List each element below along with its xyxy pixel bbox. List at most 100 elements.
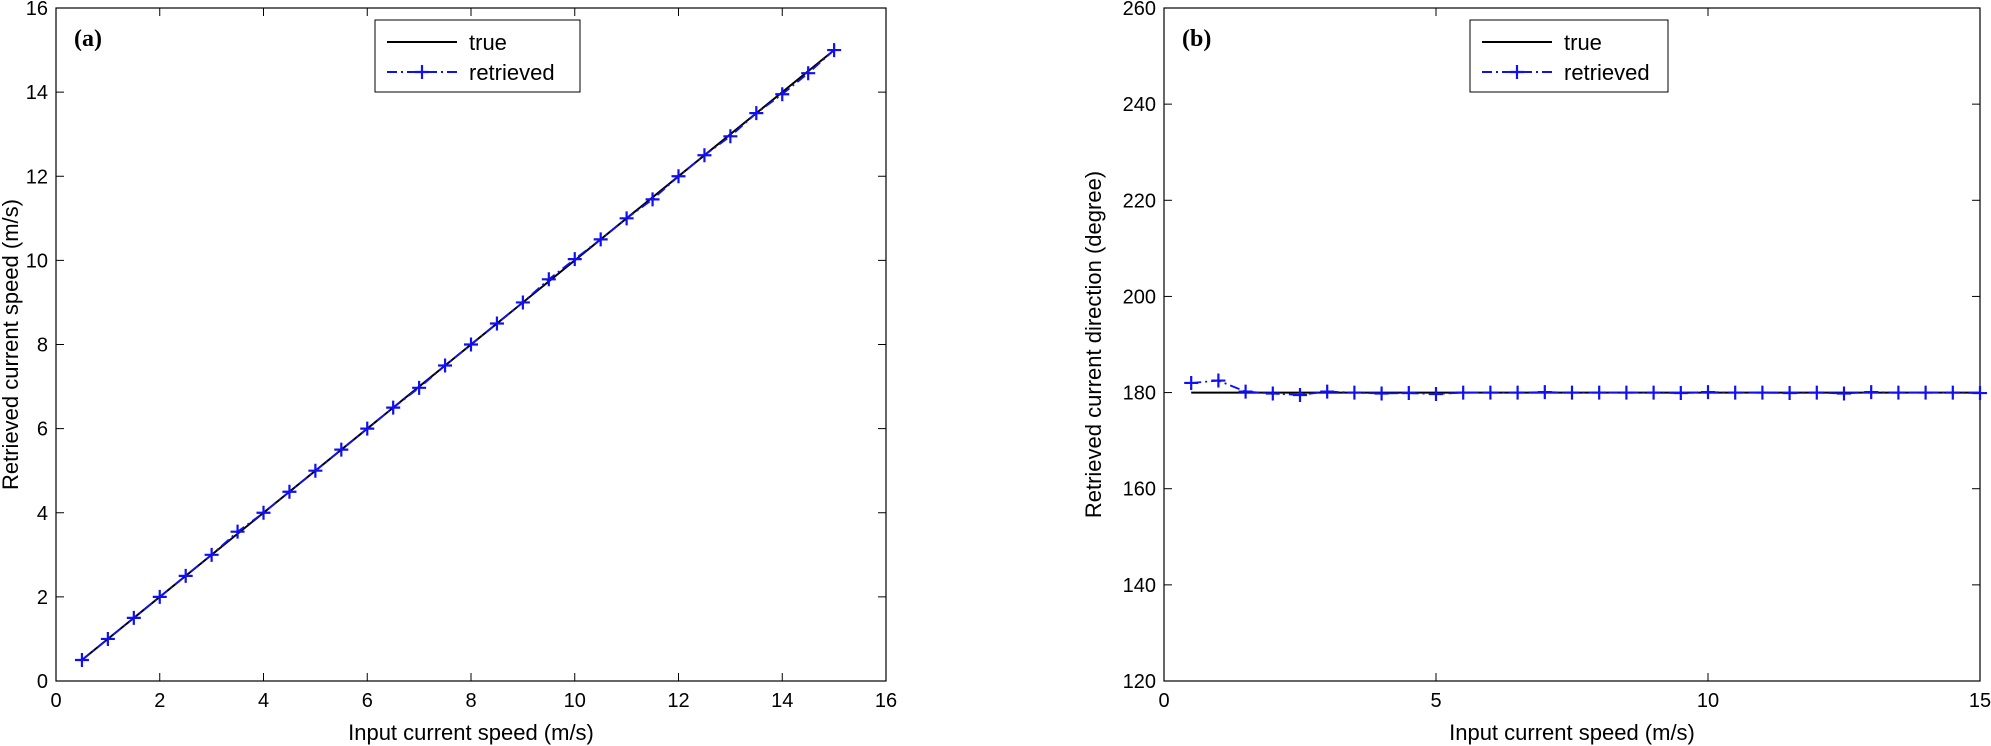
y-axis-label: Retrieved current speed (m/s) <box>0 199 23 490</box>
legend-label-true: true <box>1564 30 1602 55</box>
x-tick-label: 2 <box>154 690 165 712</box>
legend-label-true: true <box>469 30 507 55</box>
data-point-retrieved <box>230 524 245 539</box>
x-tick-label: 8 <box>465 690 476 712</box>
data-point-retrieved <box>1456 385 1471 400</box>
data-point-retrieved <box>1837 386 1851 401</box>
x-tick-label: 6 <box>362 690 373 712</box>
data-point-retrieved <box>1945 385 1960 400</box>
x-tick-label: 16 <box>875 690 897 712</box>
axes-frame <box>1163 7 1981 682</box>
data-point-retrieved <box>1809 385 1824 400</box>
data-point-retrieved <box>1211 373 1226 388</box>
data-point-retrieved <box>723 129 738 144</box>
data-point-retrieved <box>515 295 530 310</box>
x-tick-label: 15 <box>1969 690 1991 712</box>
data-point-retrieved <box>827 43 842 58</box>
data-point-retrieved <box>1619 385 1634 400</box>
x-tick-label: 12 <box>667 690 689 712</box>
data-point-retrieved <box>775 87 790 102</box>
data-point-retrieved <box>1673 386 1688 401</box>
legend: true retrieved <box>374 19 581 93</box>
legend-marker-retrieved <box>415 65 429 79</box>
data-point-retrieved <box>749 106 764 121</box>
data-point-retrieved <box>412 380 427 395</box>
data-point-retrieved <box>1347 385 1362 400</box>
data-point-retrieved <box>464 337 478 352</box>
x-tick-label: 0 <box>1158 690 1169 712</box>
data-point-retrieved <box>541 272 556 287</box>
data-point-retrieved <box>1265 386 1280 401</box>
data-point-retrieved <box>1646 385 1661 400</box>
y-tick-label: 2 <box>37 587 48 609</box>
chart-panel-a: 0 2 4 6 8 10 12 14 16 0 2 4 6 8 10 12 14 16 Input current … <box>0 0 897 745</box>
y-tick-label: 14 <box>26 82 48 104</box>
y-tick-label: 220 <box>1123 190 1156 212</box>
data-point-retrieved <box>438 358 453 373</box>
y-tick-label: 200 <box>1123 286 1156 308</box>
x-axis-label: Input current speed (m/s) <box>348 720 594 745</box>
panel-label: (a) <box>74 26 102 52</box>
x-tick-label: 5 <box>1430 690 1441 712</box>
data-point-retrieved <box>1755 385 1770 400</box>
data-point-retrieved <box>1510 385 1525 400</box>
data-point-retrieved <box>308 463 323 478</box>
y-tick-label: 240 <box>1123 94 1156 116</box>
data-point-retrieved <box>178 568 193 583</box>
data-point-retrieved <box>282 484 297 499</box>
data-point-retrieved <box>256 505 271 520</box>
data-point-retrieved <box>1537 385 1552 400</box>
y-tick-label: 8 <box>37 335 48 357</box>
data-point-retrieved <box>1184 375 1199 390</box>
y-tick-label: 16 <box>26 0 48 20</box>
y-axis-label: Retrieved current direction (degree) <box>1081 171 1106 518</box>
data-point-retrieved <box>1864 385 1879 400</box>
x-tick-label: 10 <box>564 690 586 712</box>
data-point-retrieved <box>1918 385 1933 400</box>
data-point-retrieved <box>1701 385 1715 400</box>
y-tick-label: 10 <box>26 250 48 272</box>
data-point-retrieved <box>1374 386 1389 401</box>
y-tick-label: 0 <box>37 671 48 693</box>
data-point-retrieved <box>152 589 167 604</box>
data-point-retrieved <box>619 211 634 226</box>
legend: true retrieved <box>1469 19 1669 93</box>
chart-panel-b: 0 5 10 15 120 140 160 180 200 220 240 260 Input curr… <box>1081 0 1991 745</box>
data-point-retrieved <box>1592 385 1607 400</box>
data-point-retrieved <box>360 421 375 436</box>
data-point-retrieved <box>386 400 401 415</box>
y-tick-label: 260 <box>1123 0 1156 20</box>
series-line-retrieved <box>81 49 835 661</box>
x-axis-label: Input current speed (m/s) <box>1449 720 1695 745</box>
legend-label-retrieved: retrieved <box>1564 60 1650 85</box>
y-tick-label: 6 <box>37 419 48 441</box>
x-tick-label: 14 <box>771 690 793 712</box>
data-point-retrieved <box>489 316 504 331</box>
data-point-retrieved <box>1429 387 1443 402</box>
panel-label: (b) <box>1182 26 1211 52</box>
legend-box <box>1469 19 1669 93</box>
x-tick-label: 10 <box>1697 690 1719 712</box>
data-point-retrieved <box>567 252 582 267</box>
x-tick-label: 0 <box>50 690 61 712</box>
data-point-retrieved <box>1891 385 1906 400</box>
y-tick-label: 140 <box>1123 575 1156 597</box>
x-tick-label: 4 <box>258 690 269 712</box>
data-point-retrieved <box>671 169 686 184</box>
y-tick-label: 120 <box>1123 671 1156 693</box>
legend-marker-retrieved <box>1510 65 1524 79</box>
data-point-retrieved <box>593 232 608 247</box>
data-point-retrieved <box>1293 387 1307 402</box>
data-point-retrieved <box>1973 386 1987 401</box>
data-point-retrieved <box>1782 386 1797 401</box>
data-point-retrieved <box>1238 384 1253 399</box>
data-point-retrieved <box>204 547 219 562</box>
data-point-retrieved <box>801 66 816 81</box>
legend-box <box>374 19 581 93</box>
data-point-retrieved <box>1565 385 1579 400</box>
data-point-retrieved <box>1728 385 1743 400</box>
y-tick-label: 160 <box>1123 479 1156 501</box>
data-point-retrieved <box>697 148 712 163</box>
data-point-retrieved <box>1401 386 1416 401</box>
